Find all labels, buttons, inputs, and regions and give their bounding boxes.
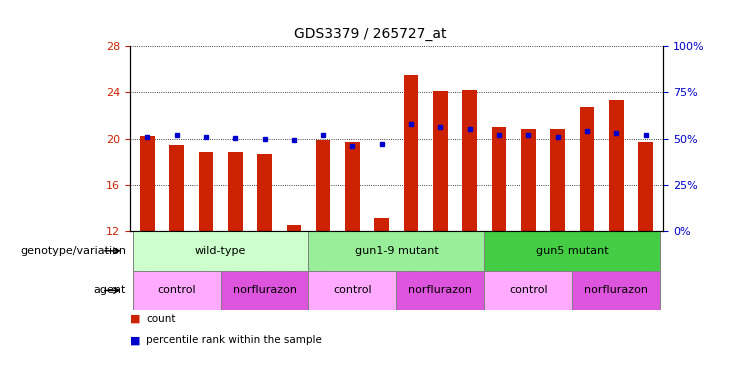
Bar [228,152,242,231]
Bar [521,129,536,231]
Text: control: control [509,285,548,295]
Text: control: control [157,285,196,295]
Text: norflurazon: norflurazon [585,285,648,295]
Bar [287,225,301,231]
Text: count: count [146,314,176,324]
Bar [316,140,330,231]
Text: GDS3379 / 265727_at: GDS3379 / 265727_at [294,27,447,41]
Text: norflurazon: norflurazon [408,285,473,295]
Bar [551,129,565,231]
Bar [199,152,213,231]
Bar [345,142,360,231]
Text: ■: ■ [130,335,144,345]
Bar [221,271,308,310]
Bar [133,231,308,271]
Bar [485,271,572,310]
Bar [169,146,184,231]
Text: norflurazon: norflurazon [233,285,296,295]
Text: gun5 mutant: gun5 mutant [536,246,608,256]
Bar [404,75,419,231]
Text: genotype/variation: genotype/variation [20,246,126,256]
Bar [572,271,660,310]
Text: control: control [333,285,372,295]
Bar [433,91,448,231]
Bar [462,90,477,231]
Bar [374,218,389,231]
Bar [140,136,155,231]
Text: wild-type: wild-type [195,246,246,256]
Text: agent: agent [93,285,126,295]
Bar [308,231,485,271]
Bar [133,271,221,310]
Bar [492,127,506,231]
Text: gun1-9 mutant: gun1-9 mutant [354,246,439,256]
Bar [257,154,272,231]
Bar [485,231,660,271]
Text: ■: ■ [130,314,144,324]
Bar [638,142,653,231]
Bar [308,271,396,310]
Bar [579,108,594,231]
Bar [609,100,624,231]
Bar [396,271,485,310]
Text: percentile rank within the sample: percentile rank within the sample [146,335,322,345]
